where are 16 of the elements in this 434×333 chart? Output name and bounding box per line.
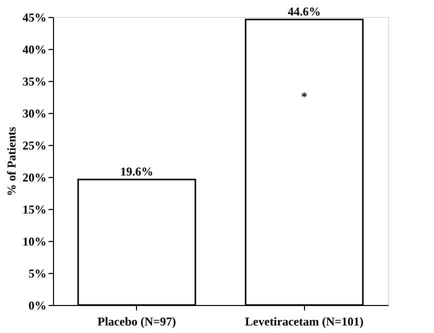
- y-tick-label: 45%: [22, 10, 46, 24]
- y-tick-label: 40%: [22, 42, 46, 56]
- y-tick-label: 15%: [22, 202, 46, 216]
- data-label: 44.6%: [288, 4, 321, 19]
- y-tick-label: 35%: [22, 74, 46, 88]
- x-tick-label: Placebo (N=97): [98, 314, 176, 328]
- y-tick-label: 30%: [22, 106, 46, 120]
- y-axis-title: % of Patients: [4, 126, 18, 196]
- y-tick-label: 20%: [22, 170, 46, 184]
- x-tick-label: Levetiracetam (N=101): [245, 314, 364, 328]
- y-tick-label: 0%: [28, 298, 46, 312]
- data-label: 19.6%: [120, 164, 154, 179]
- y-tick-label: 25%: [22, 138, 46, 152]
- y-tick-label: 5%: [28, 266, 46, 280]
- y-tick-label: 10%: [22, 234, 46, 248]
- annotation: *: [301, 90, 308, 104]
